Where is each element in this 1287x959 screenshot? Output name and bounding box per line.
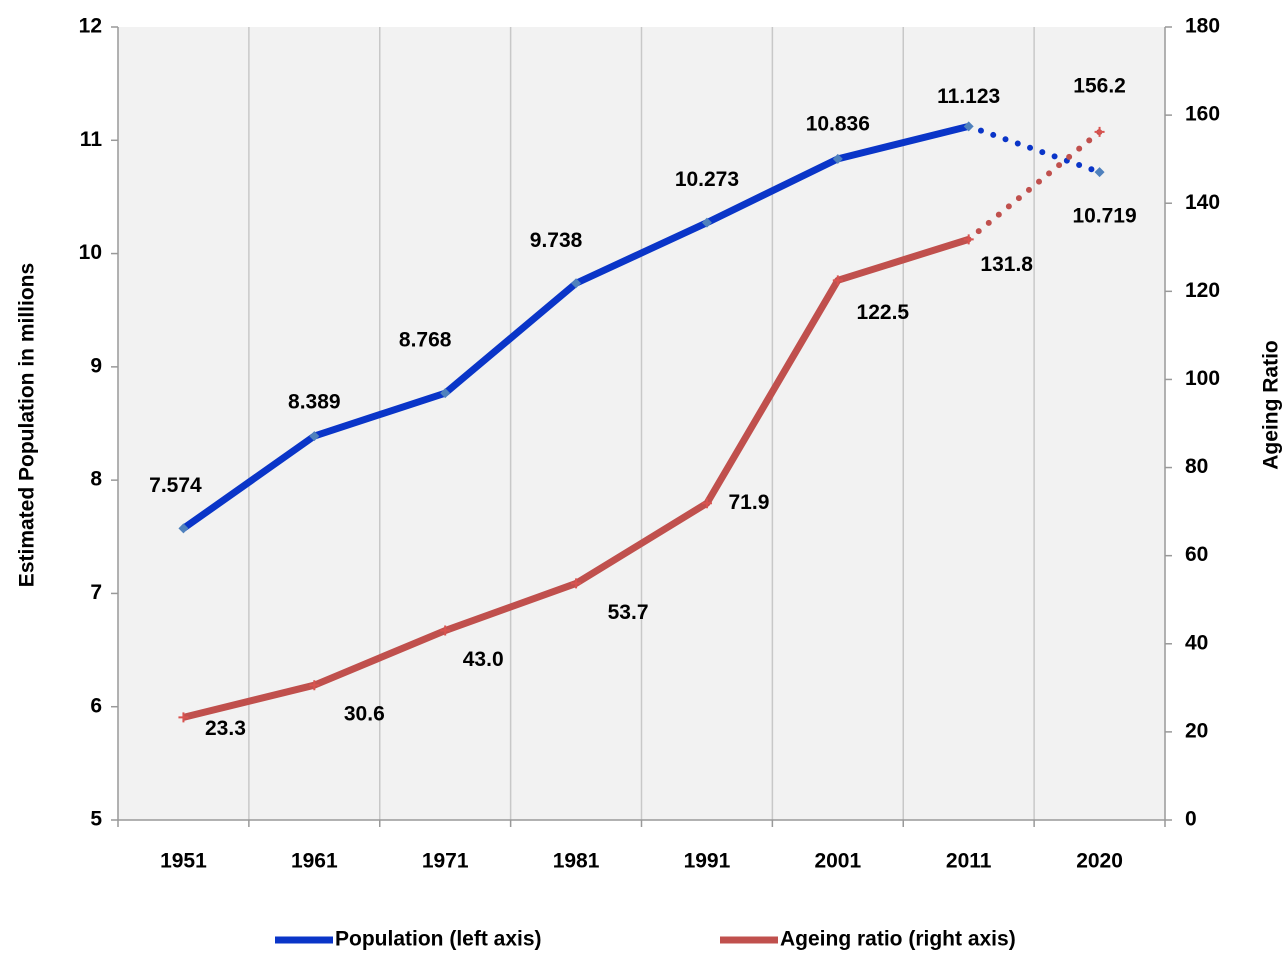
marker	[178, 712, 189, 723]
marker	[440, 625, 451, 636]
y-tick-label: 9	[90, 354, 102, 377]
legend-label: Ageing ratio (right axis)	[780, 928, 1016, 951]
data-label: 156.2	[1073, 74, 1126, 97]
y2-tick-label: 0	[1185, 808, 1197, 831]
x-tick-label: 1971	[422, 850, 469, 873]
data-label: 10.836	[806, 112, 870, 135]
y2-tick-label: 160	[1185, 103, 1220, 126]
y-tick-label: 6	[90, 694, 102, 717]
y-tick-label: 8	[90, 468, 102, 491]
data-label: 53.7	[608, 601, 649, 624]
x-tick-label: 1951	[160, 850, 207, 873]
data-label: 71.9	[729, 491, 770, 514]
y2-tick-label: 140	[1185, 191, 1220, 214]
y2-tick-label: 120	[1185, 279, 1220, 302]
marker	[1094, 167, 1105, 178]
marker	[1094, 126, 1105, 137]
marker	[309, 680, 320, 691]
y2-tick-label: 20	[1185, 719, 1208, 742]
data-label: 10.719	[1072, 205, 1136, 228]
data-label: 10.273	[675, 168, 739, 191]
x-tick-label: 1981	[553, 850, 600, 873]
marker	[701, 217, 712, 228]
marker	[309, 431, 320, 442]
y2-axis-label: Ageing Ratio	[1260, 340, 1283, 470]
data-label: 122.5	[857, 301, 910, 324]
y2-tick-label: 100	[1185, 367, 1220, 390]
y-tick-label: 7	[90, 581, 102, 604]
data-label: 8.768	[399, 329, 452, 352]
marker	[571, 578, 582, 589]
legend-label: Population (left axis)	[335, 928, 542, 951]
marker	[832, 275, 843, 286]
x-tick-label: 1961	[291, 850, 338, 873]
y-tick-label: 5	[90, 808, 102, 831]
y2-tick-label: 180	[1185, 15, 1220, 38]
y-tick-label: 12	[79, 15, 102, 38]
x-tick-label: 2011	[946, 850, 992, 873]
x-tick-label: 2001	[814, 850, 861, 873]
data-label: 7.574	[149, 474, 202, 497]
y2-tick-label: 60	[1185, 543, 1208, 566]
marker	[963, 121, 974, 132]
projection-line	[965, 128, 1103, 243]
data-label: 30.6	[344, 703, 385, 726]
y-tick-label: 10	[79, 241, 102, 264]
marker	[832, 153, 843, 164]
data-label: 8.389	[288, 391, 341, 414]
y-axis-label: Estimated Population in millions	[16, 263, 39, 587]
y2-tick-label: 80	[1185, 455, 1208, 478]
marker	[701, 498, 712, 509]
marker	[178, 523, 189, 534]
data-label: 9.738	[530, 229, 583, 252]
data-label: 11.123	[937, 85, 1000, 108]
x-tick-label: 1991	[684, 850, 731, 873]
marker	[440, 388, 451, 399]
x-tick-label: 2020	[1076, 850, 1123, 873]
marker	[963, 234, 974, 245]
data-label: 23.3	[205, 717, 246, 740]
y2-tick-label: 40	[1185, 631, 1208, 654]
data-label: 43.0	[463, 648, 504, 671]
data-label: 131.8	[980, 253, 1033, 276]
projection-line	[965, 123, 1103, 176]
marker	[571, 278, 582, 289]
y-tick-label: 11	[80, 128, 103, 151]
